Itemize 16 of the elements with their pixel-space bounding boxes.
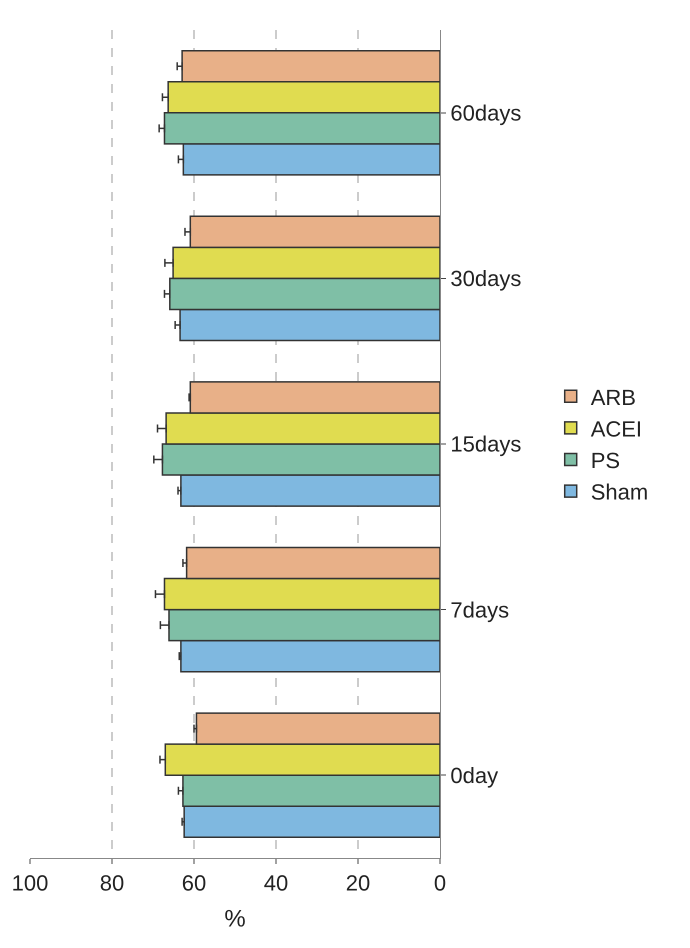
- x-tick-label: 40: [264, 870, 288, 896]
- x-tick-label: 20: [346, 870, 370, 896]
- x-tick-label: 60: [182, 870, 206, 896]
- legend-label: ACEI: [590, 416, 642, 442]
- y-tick-label: 0day: [450, 762, 498, 788]
- x-tick-label: 80: [100, 870, 124, 896]
- legend-label: ARB: [590, 384, 636, 410]
- legend-label: Sham: [590, 480, 648, 505]
- x-axis-title: %: [224, 906, 246, 933]
- x-tick-label: 100: [12, 870, 48, 896]
- y-tick-label: 30days: [450, 266, 522, 292]
- legend-label: PS: [590, 448, 620, 474]
- x-tick-label: 0: [434, 870, 446, 896]
- y-tick-label: 60days: [450, 100, 522, 126]
- y-tick-label: 15days: [450, 432, 522, 457]
- y-tick-label: 7days: [450, 597, 510, 622]
